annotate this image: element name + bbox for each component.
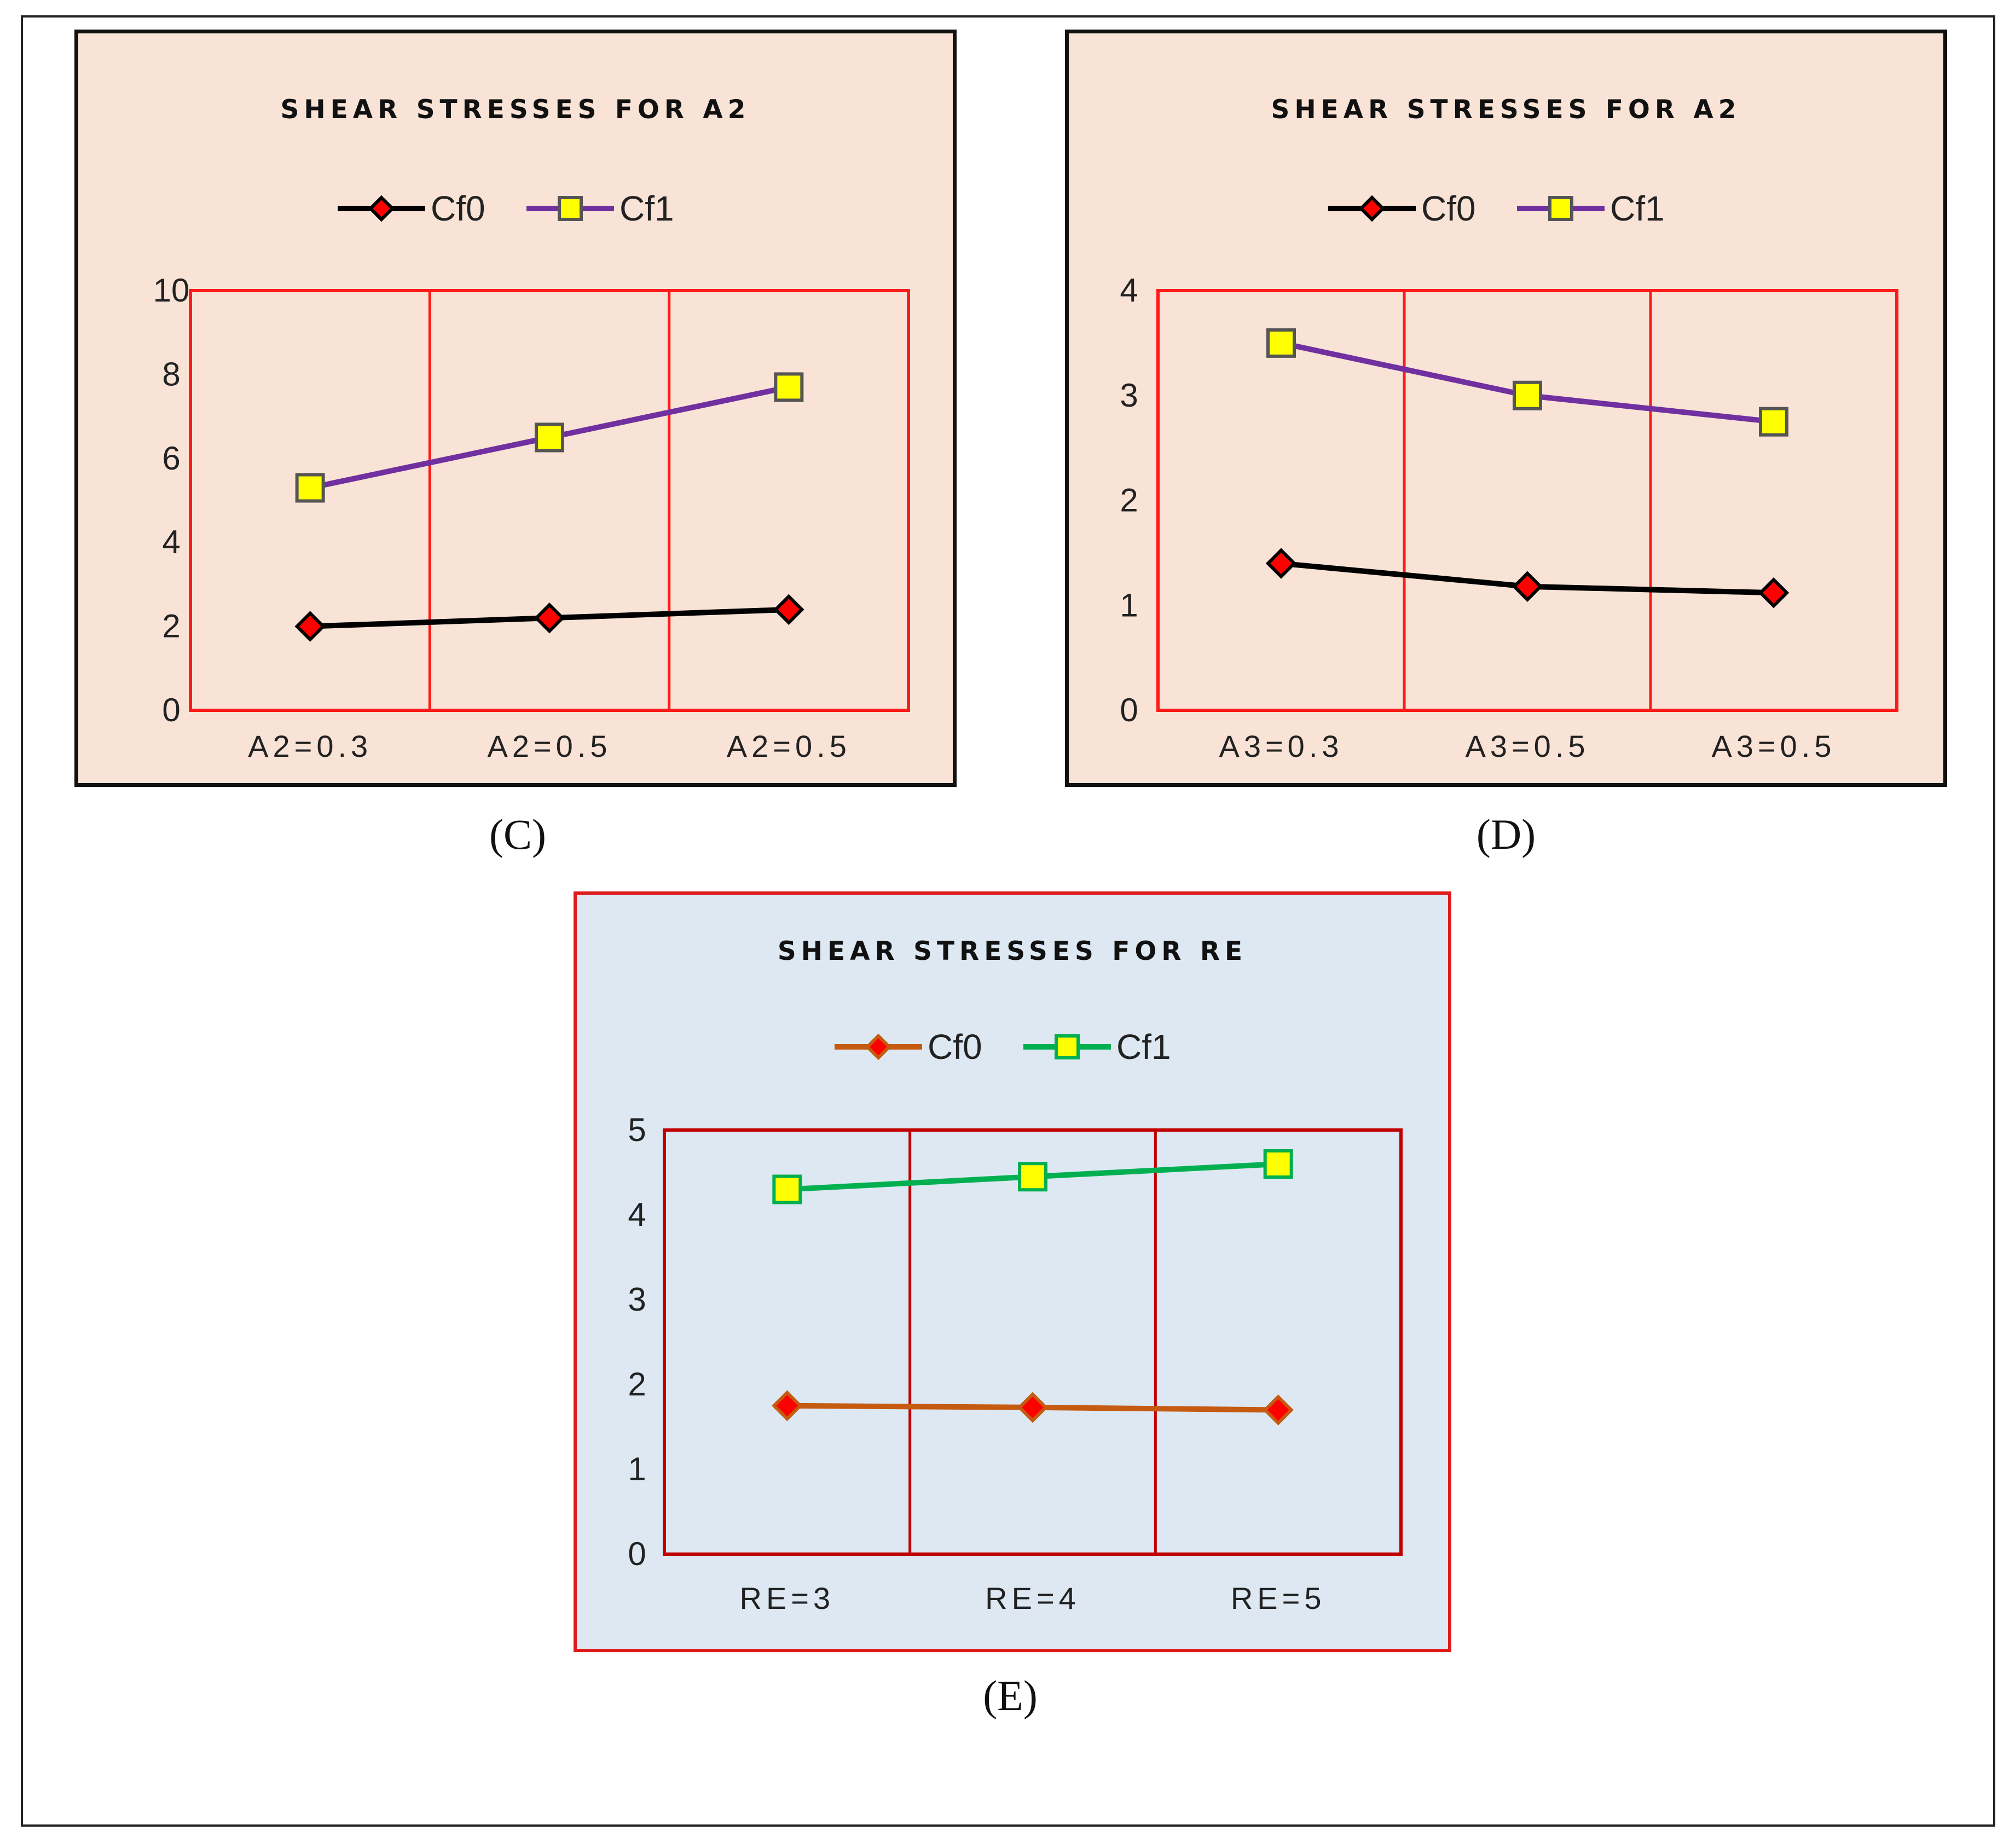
y-tick-label: 4 xyxy=(162,524,180,560)
chart-title: SHEAR STRESSES FOR A2 xyxy=(280,95,750,125)
data-point-cf1 xyxy=(1018,1162,1047,1192)
data-point-cf1 xyxy=(1759,407,1788,437)
y-tick-label: 1 xyxy=(628,1451,646,1487)
legend-marker-cf1 xyxy=(1548,196,1573,221)
y-tick-label: 6 xyxy=(162,440,180,477)
chart-panel-e: SHEAR STRESSES FOR RE Cf0 Cf1 0 1 2 3 4 5 RE=3 RE=… xyxy=(574,891,1451,1652)
chart-panel-c: SHEAR STRESSES FOR A2 Cf0 Cf1 0 2 4 6 8 10 A2=0.3… xyxy=(74,30,957,787)
chart-d-svg: SHEAR STRESSES FOR A2 Cf0 Cf1 0 1 2 3 4 A3=0.3 A3… xyxy=(1120,95,1898,763)
data-point-cf0 xyxy=(1512,571,1543,602)
x-tick-label: RE=5 xyxy=(1231,1581,1326,1615)
data-point-cf0 xyxy=(1758,577,1790,609)
legend-label-cf1: Cf1 xyxy=(619,189,674,228)
x-tick-label: A2=0.3 xyxy=(248,729,372,763)
y-tick-label: 1 xyxy=(1120,587,1138,623)
y-tick-label: 0 xyxy=(628,1536,646,1572)
y-tick-label: 2 xyxy=(628,1366,646,1403)
chart-e-svg: SHEAR STRESSES FOR RE Cf0 Cf1 0 1 2 3 4 5 RE=3 RE=… xyxy=(628,936,1403,1615)
plot-area-border xyxy=(189,289,910,712)
legend-marker-cf1 xyxy=(1055,1034,1080,1059)
data-point-cf1 xyxy=(535,422,564,453)
data-point-cf0 xyxy=(1263,1394,1294,1426)
chart-title: SHEAR STRESSES FOR A2 xyxy=(1271,95,1741,125)
x-tick-label: RE=4 xyxy=(985,1581,1080,1615)
caption-d: (D) xyxy=(1476,810,1536,858)
y-tick-label: 2 xyxy=(162,608,180,645)
data-point-cf0 xyxy=(773,594,804,625)
y-tick-label: 3 xyxy=(628,1281,646,1318)
legend-marker-cf0 xyxy=(368,195,395,222)
legend-marker-cf1 xyxy=(558,196,583,221)
x-tick-label: A3=0.5 xyxy=(1711,729,1835,763)
x-tick-label: RE=3 xyxy=(740,1581,835,1615)
plot-area-border xyxy=(663,1128,1403,1556)
data-point-cf0 xyxy=(534,603,565,634)
y-tick-label: 0 xyxy=(162,692,180,728)
data-point-cf1 xyxy=(1266,328,1296,358)
y-tick-label: 10 xyxy=(153,272,190,309)
legend-label-cf0: Cf0 xyxy=(928,1027,982,1067)
data-point-cf1 xyxy=(1513,380,1542,410)
y-tick-label: 8 xyxy=(162,356,180,392)
data-point-cf0 xyxy=(772,1390,803,1421)
y-tick-label: 4 xyxy=(628,1196,646,1233)
data-point-cf0 xyxy=(294,611,326,642)
y-tick-label: 3 xyxy=(1120,377,1138,414)
chart-c-svg: SHEAR STRESSES FOR A2 Cf0 Cf1 0 2 4 6 8 10 A2=0.3… xyxy=(153,95,910,763)
legend-label-cf0: Cf0 xyxy=(431,189,485,228)
data-point-cf1 xyxy=(295,473,325,503)
legend-label-cf0: Cf0 xyxy=(1421,189,1476,228)
caption-c: (C) xyxy=(489,810,546,858)
chart-panel-d: SHEAR STRESSES FOR A2 Cf0 Cf1 0 1 2 3 4 A3=0.3 A3… xyxy=(1065,30,1947,787)
x-tick-label: A3=0.3 xyxy=(1219,729,1343,763)
legend-label-cf1: Cf1 xyxy=(1610,189,1665,228)
x-tick-label: A3=0.5 xyxy=(1465,729,1589,763)
legend-label-cf1: Cf1 xyxy=(1116,1027,1171,1067)
data-point-cf0 xyxy=(1017,1392,1049,1423)
y-tick-label: 0 xyxy=(1120,692,1138,728)
x-tick-label: A2=0.5 xyxy=(487,729,611,763)
y-tick-label: 2 xyxy=(1120,482,1138,519)
data-point-cf1 xyxy=(774,372,804,402)
data-point-cf1 xyxy=(772,1174,802,1204)
x-tick-label: A2=0.5 xyxy=(727,729,851,763)
figure-frame xyxy=(21,15,1995,1827)
legend-marker-cf0 xyxy=(1358,195,1386,222)
plot-area-border xyxy=(1156,289,1898,712)
y-tick-label: 4 xyxy=(1120,272,1138,309)
data-point-cf1 xyxy=(1263,1149,1293,1179)
y-tick-label: 5 xyxy=(628,1111,646,1148)
legend-marker-cf0 xyxy=(865,1033,892,1061)
caption-e: (E) xyxy=(983,1672,1038,1719)
chart-title: SHEAR STRESSES FOR RE xyxy=(778,936,1247,966)
data-point-cf0 xyxy=(1265,548,1297,579)
